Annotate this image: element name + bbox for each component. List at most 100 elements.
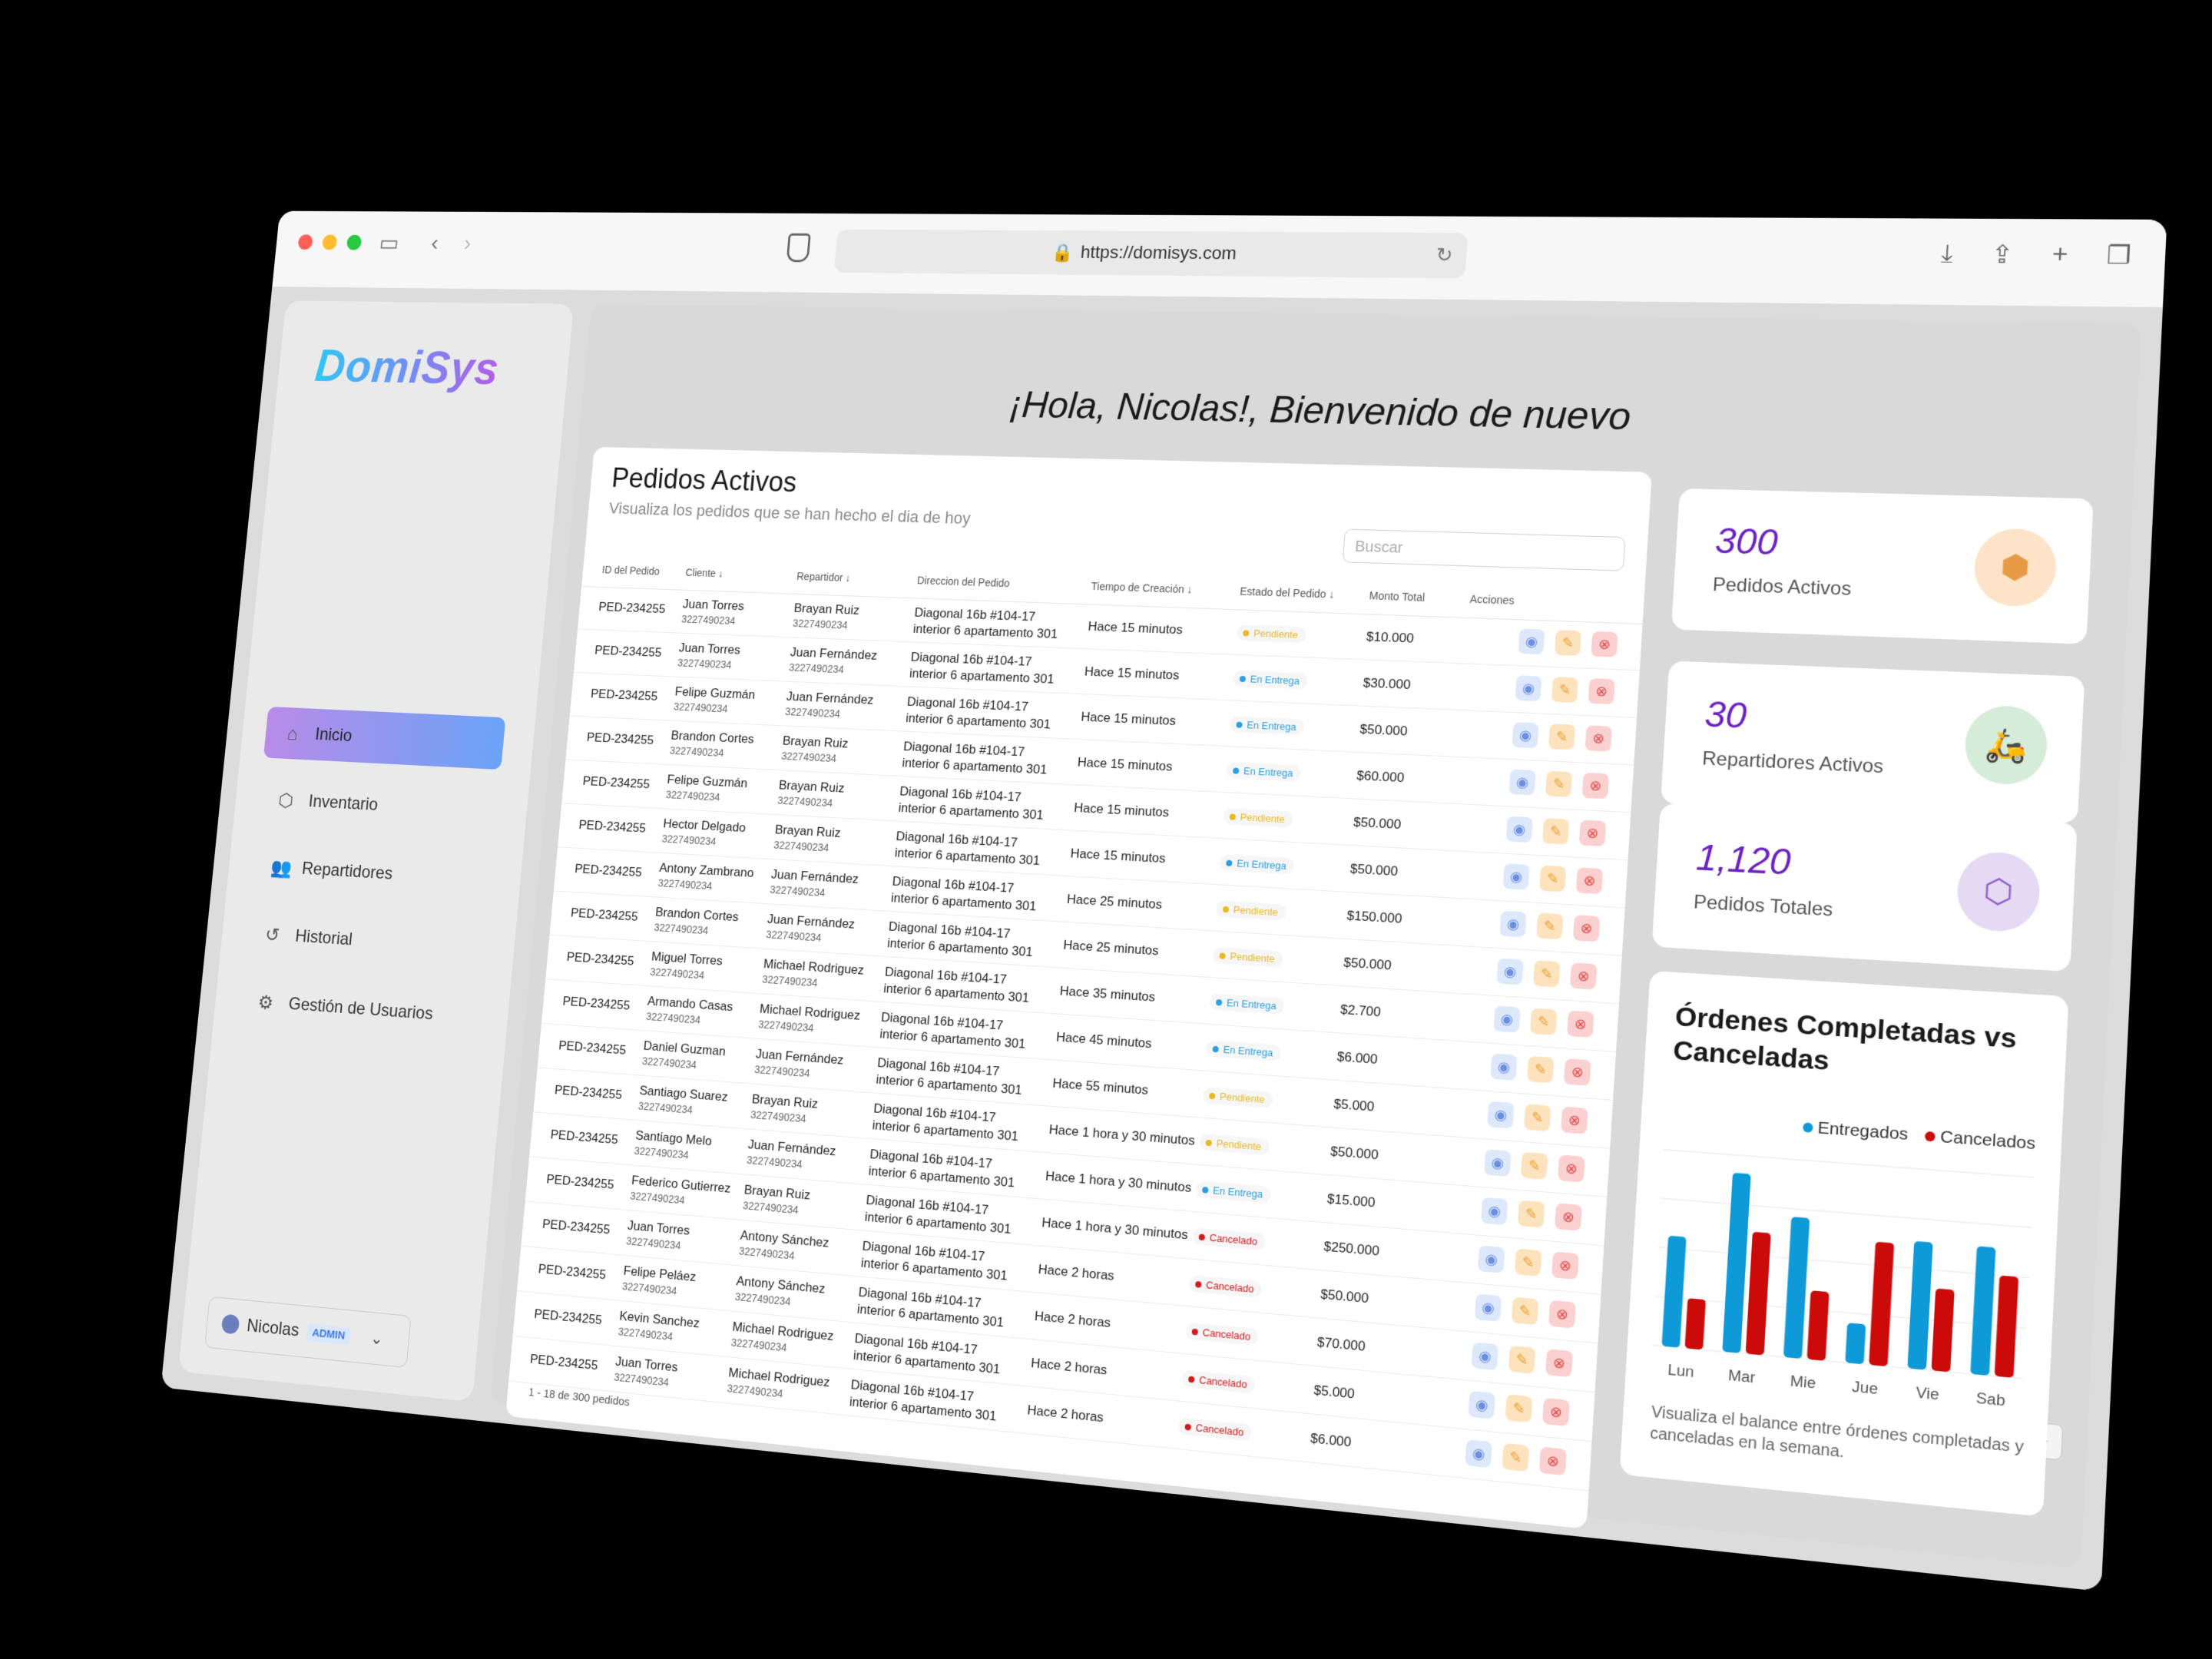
package-icon: ⬢ [1972, 528, 2058, 608]
edit-icon[interactable]: ✎ [1518, 1200, 1545, 1228]
client-phone: 3227490234 [646, 1010, 701, 1026]
view-icon[interactable]: ◉ [1512, 722, 1539, 748]
status-dot [1192, 1328, 1199, 1335]
view-icon[interactable]: ◉ [1465, 1439, 1492, 1468]
grid-line [1661, 1198, 2032, 1227]
view-icon[interactable]: ◉ [1502, 863, 1529, 890]
cancel-icon[interactable]: ⊗ [1548, 1300, 1576, 1329]
order-id: PED-234255 [566, 950, 634, 969]
edit-icon[interactable]: ✎ [1508, 1346, 1536, 1374]
edit-icon[interactable]: ✎ [1524, 1104, 1551, 1131]
view-icon[interactable]: ◉ [1481, 1197, 1508, 1225]
edit-icon[interactable]: ✎ [1533, 960, 1560, 987]
edit-icon[interactable]: ✎ [1548, 724, 1575, 750]
edit-icon[interactable]: ✎ [1551, 677, 1578, 703]
edit-icon[interactable]: ✎ [1555, 630, 1581, 656]
cancel-icon[interactable]: ⊗ [1585, 725, 1612, 751]
tabs-overview-icon[interactable]: ❐ [2106, 240, 2132, 270]
edit-icon[interactable]: ✎ [1505, 1394, 1533, 1422]
sidebar-item-label: Inventario [308, 791, 379, 815]
view-icon[interactable]: ◉ [1509, 769, 1536, 795]
row-actions: ◉ ✎ ⊗ [1487, 1101, 1588, 1134]
cancel-icon[interactable]: ⊗ [1551, 1251, 1579, 1280]
view-icon[interactable]: ◉ [1499, 911, 1526, 938]
view-icon[interactable]: ◉ [1496, 958, 1523, 985]
edit-icon[interactable]: ✎ [1542, 818, 1569, 845]
view-icon[interactable]: ◉ [1493, 1005, 1520, 1032]
status-badge: En Entrega [1227, 762, 1302, 782]
edit-icon[interactable]: ✎ [1545, 771, 1572, 797]
url-bar[interactable]: 🔒 https://domisys.com ↻ [834, 230, 1469, 279]
view-icon[interactable]: ◉ [1468, 1391, 1495, 1419]
edit-icon[interactable]: ✎ [1515, 1248, 1542, 1276]
cancel-icon[interactable]: ⊗ [1591, 631, 1618, 657]
sidebar-item-historial[interactable]: ↺ Historial [243, 907, 487, 975]
cancel-icon[interactable]: ⊗ [1555, 1203, 1582, 1230]
order-amount: $150.000 [1346, 908, 1402, 927]
cancel-icon[interactable]: ⊗ [1542, 1398, 1570, 1426]
client-name: Brandon Cortes [671, 728, 755, 747]
cancel-icon[interactable]: ⊗ [1579, 820, 1606, 846]
new-tab-icon[interactable]: + [2051, 240, 2068, 270]
cancel-icon[interactable]: ⊗ [1545, 1349, 1573, 1377]
column-header[interactable]: Tiempo de Creación ↓ [1091, 580, 1193, 595]
edit-icon[interactable]: ✎ [1502, 1443, 1529, 1472]
edit-icon[interactable]: ✎ [1512, 1297, 1539, 1326]
view-icon[interactable]: ◉ [1518, 628, 1545, 654]
cancel-icon[interactable]: ⊗ [1588, 678, 1614, 704]
privacy-shield-icon[interactable] [786, 233, 811, 263]
cancel-icon[interactable]: ⊗ [1582, 773, 1609, 799]
edit-icon[interactable]: ✎ [1527, 1056, 1554, 1084]
edit-icon[interactable]: ✎ [1539, 866, 1566, 892]
cancel-icon[interactable]: ⊗ [1573, 915, 1601, 942]
cancel-icon[interactable]: ⊗ [1576, 867, 1603, 894]
grid-line [1664, 1150, 2034, 1177]
search-input[interactable]: Buscar [1343, 529, 1626, 571]
cancel-icon[interactable]: ⊗ [1567, 1011, 1594, 1038]
back-icon[interactable]: ‹ [430, 230, 439, 256]
view-icon[interactable]: ◉ [1506, 816, 1533, 843]
sidebar-item-repartidores[interactable]: 👥 Repartidores [250, 840, 492, 906]
view-icon[interactable]: ◉ [1487, 1101, 1514, 1129]
view-icon[interactable]: ◉ [1472, 1342, 1499, 1370]
chevron-down-icon[interactable]: ⌄ [369, 1329, 384, 1349]
view-icon[interactable]: ◉ [1475, 1293, 1502, 1322]
sidebar-toggle-icon[interactable]: ▭ [378, 230, 400, 257]
status-label: Pendiente [1230, 950, 1275, 965]
minimize-window-button[interactable] [322, 234, 337, 250]
sidebar-item-inventario[interactable]: ⬡ Inventario [257, 773, 499, 838]
sidebar-item-inicio[interactable]: ⌂ Inicio [263, 707, 506, 770]
maximize-window-button[interactable] [346, 235, 362, 250]
column-header[interactable]: Cliente ↓ [685, 567, 724, 580]
forward-icon[interactable]: › [463, 230, 472, 256]
edit-icon[interactable]: ✎ [1530, 1008, 1557, 1035]
reload-icon[interactable]: ↻ [1435, 243, 1454, 267]
row-actions: ◉ ✎ ⊗ [1490, 1053, 1591, 1085]
close-window-button[interactable] [297, 234, 313, 250]
share-icon[interactable]: ⇪ [1990, 239, 2014, 269]
view-icon[interactable]: ◉ [1478, 1245, 1505, 1273]
cancel-icon[interactable]: ⊗ [1564, 1058, 1591, 1086]
cancel-icon[interactable]: ⊗ [1539, 1447, 1567, 1475]
user-menu[interactable]: Nicolas ADMIN ⌄ [204, 1296, 412, 1368]
column-header[interactable]: Estado del Pedido ↓ [1240, 585, 1335, 601]
creation-time: Hace 15 minutos [1081, 710, 1177, 729]
column-header[interactable]: Repartidor ↓ [796, 570, 851, 584]
view-icon[interactable]: ◉ [1490, 1053, 1517, 1081]
creation-time: Hace 1 hora y 30 minutos [1045, 1168, 1192, 1196]
edit-icon[interactable]: ✎ [1536, 912, 1563, 939]
edit-icon[interactable]: ✎ [1521, 1152, 1548, 1180]
browser-actions: ⤓ ⇪ + ❐ [1940, 239, 2131, 270]
sidebar-item-gestión-de-usuarios[interactable]: ⚙ Gestión de Usuarios [237, 975, 480, 1044]
download-icon[interactable]: ⤓ [1940, 239, 1953, 269]
cancel-icon[interactable]: ⊗ [1570, 962, 1598, 989]
creation-time: Hace 2 horas [1027, 1402, 1104, 1426]
cancel-icon[interactable]: ⊗ [1561, 1107, 1588, 1134]
courier-phone: 3227490234 [781, 750, 837, 764]
cancel-icon[interactable]: ⊗ [1558, 1154, 1585, 1182]
status-badge: En Entrega [1196, 1181, 1271, 1203]
view-icon[interactable]: ◉ [1515, 675, 1542, 701]
bar-cancelados-sab [1995, 1276, 2018, 1378]
bar-cancelados-mar [1746, 1232, 1771, 1356]
view-icon[interactable]: ◉ [1484, 1149, 1511, 1177]
